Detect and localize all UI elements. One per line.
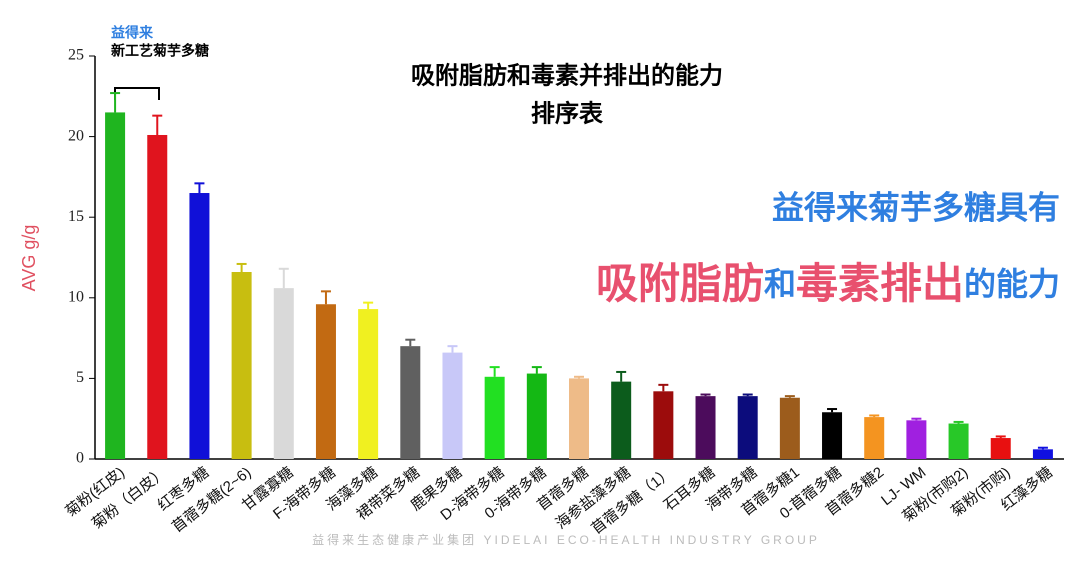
bar — [948, 423, 969, 459]
error-bar — [110, 92, 121, 113]
y-tick-label: 10 — [68, 288, 84, 305]
error-bar — [911, 417, 922, 421]
bar — [737, 396, 758, 459]
bar — [442, 352, 463, 459]
error-bar — [278, 267, 289, 289]
watermark: 益得来生态健康产业集团 YIDELAI ECO-HEALTH INDUSTRY … — [312, 532, 820, 547]
bracket — [114, 87, 160, 100]
bar — [315, 304, 336, 459]
error-bar — [953, 420, 964, 424]
error-bar — [574, 375, 584, 379]
error-bar — [869, 414, 880, 418]
error-bar — [489, 366, 500, 377]
error-bar — [194, 182, 205, 194]
bar — [484, 376, 505, 459]
bar — [231, 272, 252, 459]
y-tick-label: 15 — [68, 208, 84, 225]
highlight-part: 吸附脂肪 — [596, 260, 764, 307]
highlight: 吸附脂肪和毒素排出的能力 — [596, 260, 1060, 307]
bar — [990, 438, 1011, 459]
error-bar — [152, 114, 163, 135]
error-bar — [616, 370, 627, 382]
error-bar — [405, 338, 416, 347]
highlight-part: 的能力 — [964, 266, 1060, 302]
bar — [822, 412, 843, 459]
highlight-part: 毒素排出 — [796, 260, 964, 307]
bar — [906, 420, 927, 459]
bracket-label: 益得来 — [111, 25, 154, 41]
highlight-part: 和 — [764, 266, 796, 302]
bar — [400, 346, 421, 459]
y-tick-label: 20 — [68, 127, 84, 144]
y-tick-label: 5 — [76, 369, 84, 386]
error-bar — [320, 290, 331, 305]
error-bar — [1037, 446, 1048, 450]
bar — [105, 112, 126, 460]
bar — [526, 373, 547, 459]
bar — [358, 309, 379, 459]
error-bar — [995, 435, 1006, 439]
y-tick-label: 25 — [68, 47, 84, 64]
bar — [189, 193, 210, 459]
chart-title: 吸附脂肪和毒素并排出的能力 — [411, 61, 723, 89]
bar — [779, 397, 800, 459]
y-axis-label: AVG g/g — [19, 225, 39, 292]
error-bar — [531, 366, 542, 374]
bar — [611, 381, 632, 459]
headline: 益得来菊芋多糖具有 — [772, 189, 1060, 225]
bar — [147, 134, 168, 459]
error-bar — [784, 395, 795, 398]
bar — [1032, 449, 1053, 459]
error-bar — [827, 408, 838, 413]
bar — [864, 417, 885, 459]
y-tick-label: 0 — [76, 450, 84, 467]
bar — [569, 378, 589, 459]
bracket-label: 新工艺菊芋多糖 — [111, 43, 209, 59]
error-bar — [658, 383, 669, 392]
chart-subtitle: 排序表 — [531, 99, 604, 127]
error-bar — [447, 345, 458, 353]
error-bar — [236, 262, 247, 273]
error-bar — [700, 393, 711, 397]
bar — [653, 391, 674, 459]
bar — [273, 288, 294, 459]
error-bar — [742, 393, 753, 397]
error-bar — [363, 301, 374, 310]
bar — [695, 396, 716, 459]
